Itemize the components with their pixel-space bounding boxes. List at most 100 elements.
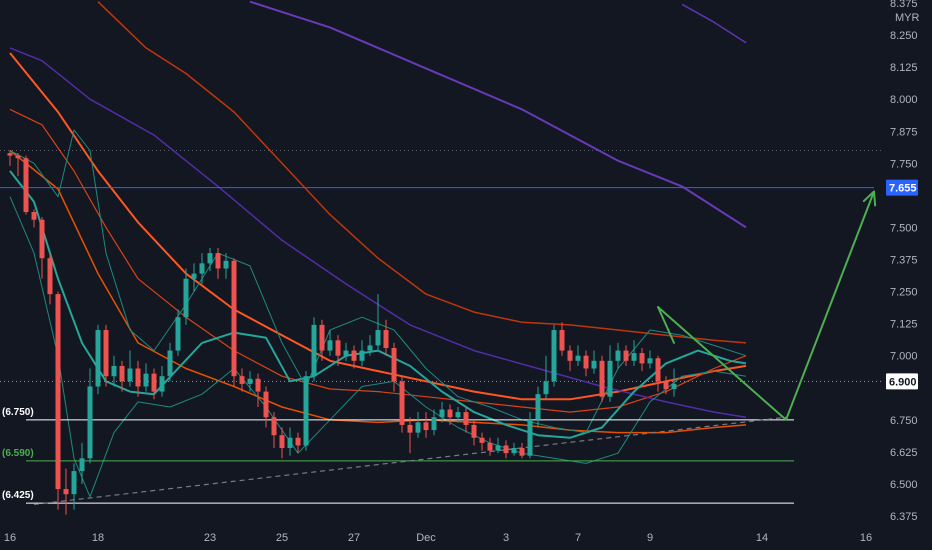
moving-average-line — [249, 0, 747, 229]
candle-body — [519, 448, 525, 456]
x-axis-tick: 9 — [647, 532, 653, 544]
candle-body — [63, 489, 69, 495]
candle-body — [391, 347, 397, 382]
candle-body — [335, 340, 341, 356]
candle-body — [23, 158, 29, 213]
candle-body — [479, 437, 485, 443]
candle-body — [415, 422, 421, 433]
candle-body — [31, 212, 37, 220]
candle-body — [87, 386, 93, 459]
candle-body — [95, 330, 101, 387]
candle-body — [599, 360, 605, 397]
candle-body — [487, 442, 493, 451]
candle-body — [647, 358, 653, 364]
y-axis-tick: 6.625 — [890, 447, 918, 459]
x-axis-tick: 27 — [348, 532, 360, 544]
candle-body — [607, 360, 613, 397]
y-axis-tick: 7.000 — [890, 351, 918, 363]
candle-body — [535, 394, 541, 420]
y-axis-tick: 7.500 — [890, 222, 918, 234]
candle-body — [663, 381, 669, 390]
candle-body — [343, 350, 349, 356]
candle-body — [511, 448, 517, 454]
candle-body — [375, 330, 381, 346]
dashed-trendline — [33, 416, 787, 506]
candle-body — [183, 278, 189, 318]
candle-body — [543, 381, 549, 395]
candle-body — [279, 435, 285, 449]
candle-body — [503, 445, 509, 454]
candle-body — [351, 350, 357, 361]
candle-body — [383, 330, 389, 348]
candle-body — [583, 355, 589, 369]
candle-body — [199, 263, 205, 274]
candle-body — [447, 409, 453, 418]
candle-body — [39, 219, 45, 259]
candle-body — [239, 376, 245, 384]
price-tag — [886, 373, 918, 390]
moving-average-line — [9, 129, 747, 434]
candle-body — [671, 383, 677, 390]
candle-body — [55, 294, 61, 490]
x-axis-tick: 16 — [4, 532, 16, 544]
candle-body — [431, 417, 437, 431]
y-axis-tick: 7.250 — [890, 287, 918, 299]
candle-body — [159, 376, 165, 392]
x-axis-tick: 7 — [575, 532, 581, 544]
pattern-line — [785, 190, 875, 421]
candle-body — [47, 258, 53, 295]
x-axis-tick: 18 — [92, 532, 104, 544]
candle-body — [623, 350, 629, 361]
currency-label: MYR — [895, 12, 920, 24]
candle-body — [631, 353, 637, 361]
candle-body — [103, 330, 109, 377]
y-axis-tick: 8.375 — [890, 0, 918, 10]
candle-body — [359, 350, 365, 361]
candle-body — [231, 260, 237, 377]
target-arrow-head — [862, 190, 877, 207]
candle-body — [191, 273, 197, 279]
candle-body — [295, 437, 301, 446]
candle-body — [71, 471, 77, 495]
price-tag — [886, 179, 918, 196]
moving-average-line — [97, 1, 747, 344]
candle-body — [223, 260, 229, 269]
y-axis-tick: 7.125 — [890, 319, 918, 331]
pattern-line — [657, 306, 675, 344]
moving-average-line — [9, 196, 747, 498]
candle-body — [247, 378, 253, 384]
candle-body — [655, 358, 661, 382]
candle-body — [111, 365, 117, 377]
candle-body — [167, 350, 173, 377]
candle-body — [463, 412, 469, 425]
candle-body — [151, 373, 157, 392]
candle-body — [127, 368, 133, 382]
x-axis-tick: 16 — [860, 532, 872, 544]
x-axis-tick: 23 — [204, 532, 216, 544]
y-axis-tick: 6.500 — [890, 479, 918, 491]
price-tag-label: 6.900 — [889, 376, 917, 388]
candle-body — [327, 340, 333, 351]
candle-body — [471, 424, 477, 438]
candle-body — [319, 324, 325, 351]
candle-body — [455, 412, 461, 418]
y-axis-tick: 8.000 — [890, 94, 918, 106]
y-axis-tick: 7.375 — [890, 255, 918, 267]
candle-body — [311, 324, 317, 377]
plot-area[interactable]: (6.750) (6.590) (6.425) — [0, 0, 884, 515]
x-axis-tick: 14 — [756, 532, 768, 544]
candle-body — [119, 365, 125, 382]
moving-average-line — [9, 149, 747, 434]
candle-body — [255, 378, 261, 392]
level-label: (6.425) — [2, 490, 34, 501]
candle-body — [495, 445, 501, 451]
candle-body — [439, 409, 445, 418]
candle-body — [175, 317, 181, 351]
x-axis-tick: Dec — [416, 532, 436, 544]
candle-body — [639, 353, 645, 364]
candle-body — [287, 437, 293, 449]
moving-average-line — [681, 3, 747, 44]
candle-body — [263, 391, 269, 418]
